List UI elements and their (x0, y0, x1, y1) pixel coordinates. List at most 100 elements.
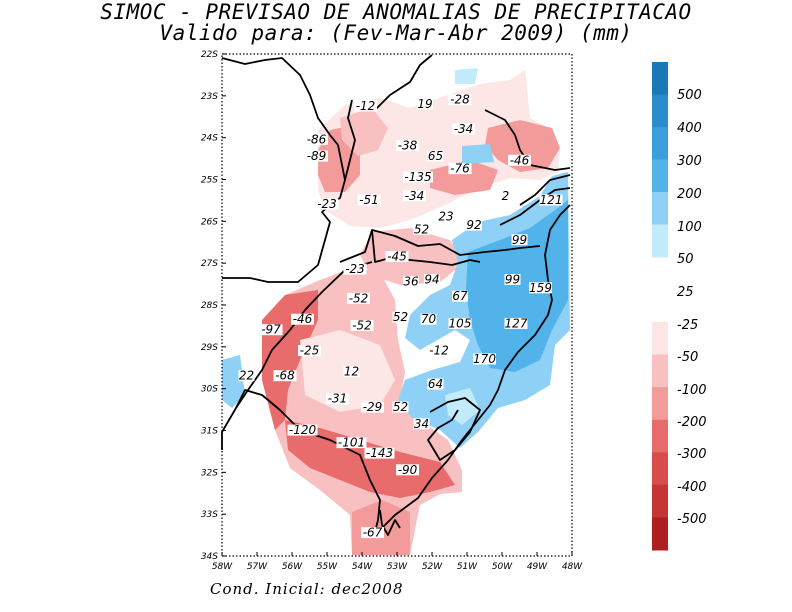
anomaly-value: -28 (450, 93, 470, 107)
lat-label: 32S (201, 468, 218, 478)
initial-condition-label: Cond. Inicial: dec2008 (210, 580, 404, 598)
value-label-bg (448, 163, 472, 175)
colorbar-negative-label: -50 (677, 350, 698, 365)
anomaly-value: -89 (307, 149, 327, 163)
value-label-bg (466, 219, 482, 231)
anomaly-value: 105 (449, 316, 472, 330)
neg-region-north (318, 70, 560, 228)
lat-label: 26S (201, 217, 218, 227)
anomaly-value: -34 (454, 122, 474, 136)
colorbar-labels: 500 400 300 200 100 50 25 -25 -50 -100 -200 -300 -40… (677, 88, 707, 527)
lon-label: 55W (317, 562, 338, 572)
border-pr-sc (371, 229, 541, 256)
anomaly-value: -67 (363, 526, 383, 540)
value-label-bg (511, 234, 528, 246)
pos-region-west (222, 355, 245, 408)
value-label-bg (403, 171, 433, 183)
anomaly-value: 94 (424, 272, 439, 286)
border-uruguay-north (235, 389, 381, 533)
value-label-bg (392, 401, 409, 413)
value-label-bg (501, 190, 510, 202)
lon-label: 52W (422, 562, 443, 572)
lon-label: 53W (387, 562, 408, 572)
colorbar-positive-swatch (652, 192, 668, 225)
coast-south (379, 204, 571, 531)
lat-label: 31S (201, 427, 218, 437)
lon-label: 58W (212, 562, 233, 572)
anomaly-value-labels: -12 19 -28 -34 -86 -89 -38 65 -46 -76 -135 -51 -34 2 1… (238, 93, 563, 540)
anomaly-value: 99 (512, 233, 527, 247)
colorbar-positive-label: 300 (677, 154, 702, 169)
value-label-bg (420, 313, 437, 325)
value-label-bg (452, 123, 475, 135)
colorbar-negative-swatch (652, 517, 668, 551)
anomaly-value: -31 (328, 392, 348, 406)
value-label-bg (448, 94, 472, 106)
anomaly-value: 67 (452, 289, 468, 303)
anomaly-value: -29 (363, 400, 383, 414)
value-label-bg (291, 313, 314, 325)
value-label-bg (305, 133, 328, 145)
colorbar-positive-label: 500 (677, 88, 702, 103)
value-label-bg (350, 320, 374, 332)
longitude-labels: 58W 57W 56W 55W 54W 53W 52W 51W 50W 49W 48W (212, 562, 583, 572)
anomaly-value: 2 (502, 189, 510, 203)
lat-label: 33S (201, 510, 218, 520)
value-label-bg (539, 194, 563, 206)
anomaly-value: 36 (403, 275, 419, 289)
anomaly-value: -90 (398, 463, 418, 477)
value-label-bg (504, 317, 528, 329)
value-label-bg (396, 464, 419, 476)
anomaly-value: 65 (428, 149, 443, 163)
lat-label: 25S (201, 176, 218, 186)
colorbar-negative-label: -400 (677, 480, 707, 495)
colorbar-negative-swatch (652, 419, 668, 453)
value-label-bg (238, 370, 255, 382)
colorbar-negative-swatch (652, 387, 668, 421)
anomaly-value: -12 (356, 99, 376, 113)
pos-region-pale-mid (462, 144, 494, 164)
lon-label: 50W (492, 562, 513, 572)
colorbar-negative-swatch (652, 322, 668, 356)
value-label-bg (347, 292, 370, 304)
colorbar-negative-swatch (652, 452, 668, 486)
colorbar-positive-swatch (652, 159, 668, 193)
value-label-bg (343, 263, 367, 275)
anomaly-value: -23 (317, 197, 337, 211)
anomaly-value: -12 (429, 344, 449, 358)
lat-label: 28S (201, 301, 218, 311)
anomaly-value: 52 (414, 222, 429, 236)
anomaly-value: 23 (438, 210, 453, 224)
value-label-bg (427, 378, 444, 390)
value-label-bg (413, 223, 430, 235)
lon-label: 51W (457, 562, 478, 572)
value-label-bg (403, 276, 419, 288)
colorbar-negative-swatch (652, 484, 668, 518)
value-label-bg (504, 273, 521, 285)
lat-label: 34S (201, 552, 218, 562)
anomaly-value: -143 (366, 446, 393, 460)
value-label-bg (427, 345, 451, 357)
colorbar-negative-label: -100 (677, 383, 707, 398)
anomaly-value: -34 (405, 189, 425, 203)
colorbar-negative-label: -500 (677, 512, 707, 527)
value-label-bg (396, 140, 419, 152)
pos-region-pale-north (455, 68, 478, 84)
border-uruguay-argentina (221, 407, 237, 450)
anomaly-value: -23 (345, 262, 365, 276)
value-label-bg (259, 324, 283, 336)
anomaly-value: -135 (404, 170, 431, 184)
value-label-bg (305, 150, 328, 162)
colorbar-negative-label: -200 (677, 415, 707, 430)
map-subtitle: Valido para: (Fev-Mar-Abr 2009) (mm) (159, 21, 633, 45)
lat-label: 23S (201, 92, 218, 102)
value-label-bg (364, 447, 395, 459)
anomaly-value: 22 (239, 369, 254, 383)
lon-label: 57W (247, 562, 268, 572)
anomaly-value: 159 (529, 281, 552, 295)
value-label-bg (473, 353, 496, 365)
value-label-bg (438, 211, 454, 223)
value-label-bg (424, 273, 440, 285)
pos-region-east-core (466, 200, 568, 372)
lat-label: 29S (201, 343, 218, 353)
